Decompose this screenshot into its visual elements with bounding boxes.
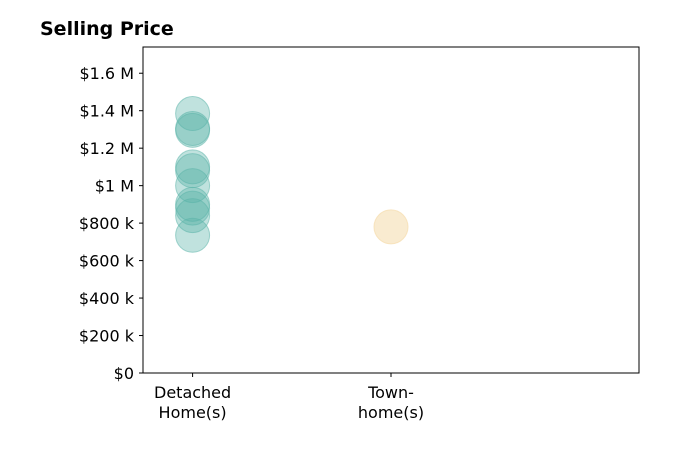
y-tick-label: $600 k [79, 252, 135, 271]
x-tick-label-line2: Home(s) [159, 403, 227, 422]
data-point [175, 190, 211, 226]
y-axis: $0 $200 k $400 k $600 k $800 k $1 M $1.2 M $1.4… [79, 64, 143, 383]
data-points [175, 96, 409, 253]
x-tick-label-line1: Town- [367, 383, 414, 402]
y-tick-label: $200 k [79, 327, 135, 346]
data-point [175, 112, 211, 148]
data-point [175, 168, 211, 204]
data-point [175, 217, 211, 253]
x-tick-label-line1: Detached [154, 383, 231, 402]
y-tick-label: $1 M [95, 177, 134, 196]
chart-title: Selling Price [40, 18, 174, 40]
y-tick-label: $400 k [79, 289, 135, 308]
x-tick-label-line2: home(s) [358, 403, 424, 422]
y-tick-label: $0 [114, 364, 134, 383]
y-tick-label: $1.2 M [79, 139, 134, 158]
y-tick-label: $1.6 M [79, 64, 134, 83]
y-tick-label: $800 k [79, 214, 135, 233]
y-tick-label: $1.4 M [79, 102, 134, 121]
data-point [373, 209, 409, 245]
data-point [175, 198, 211, 234]
